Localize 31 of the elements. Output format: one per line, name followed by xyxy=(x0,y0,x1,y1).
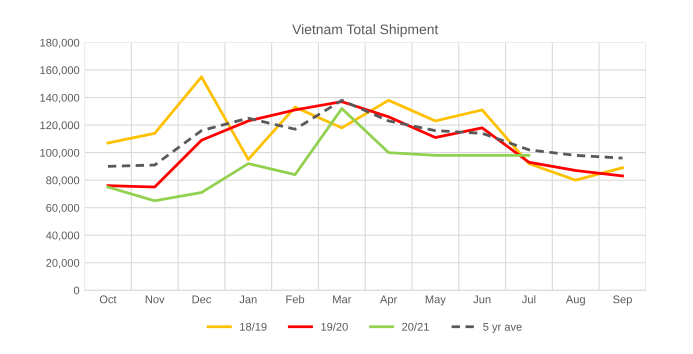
line-series xyxy=(106,100,624,188)
x-tick-label: Jan xyxy=(239,296,257,304)
line-series xyxy=(106,107,530,202)
x-tick-label: Jul xyxy=(522,295,536,304)
y-tick-label: 140,000 xyxy=(40,94,80,103)
legend-label: 5 yr ave xyxy=(483,322,522,333)
y-tick-label: 60,000 xyxy=(46,204,80,214)
x-tick-label: Dec xyxy=(192,296,212,304)
legend-label: 18/19 xyxy=(240,322,267,331)
x-tick-label: Mar xyxy=(333,296,352,304)
legend-label: 19/20 xyxy=(321,322,348,331)
y-tick-label: 0 xyxy=(74,286,80,294)
y-tick-label: 80,000 xyxy=(46,176,80,186)
legend-label: 20/21 xyxy=(402,322,429,331)
x-tick-label: Oct xyxy=(100,295,116,304)
y-tick-label: 100,000 xyxy=(40,148,80,158)
x-tick-label: May xyxy=(426,296,446,306)
x-tick-label: Feb xyxy=(286,295,304,304)
x-tick-label: Apr xyxy=(380,296,398,306)
line-series xyxy=(106,98,624,168)
x-tick-label: Aug xyxy=(566,296,585,306)
y-tick-label: 160,000 xyxy=(40,66,80,76)
x-tick-label: Nov xyxy=(146,296,165,304)
y-tick-label: 180,000 xyxy=(40,38,80,48)
chart-title: Vietnam Total Shipment xyxy=(292,24,438,38)
y-tick-label: 40,000 xyxy=(46,231,80,241)
line-series xyxy=(106,76,624,182)
y-tick-label: 20,000 xyxy=(46,259,80,268)
y-tick-label: 120,000 xyxy=(40,121,80,131)
x-tick-label: Sep xyxy=(613,295,632,306)
x-tick-label: Jun xyxy=(473,296,490,304)
